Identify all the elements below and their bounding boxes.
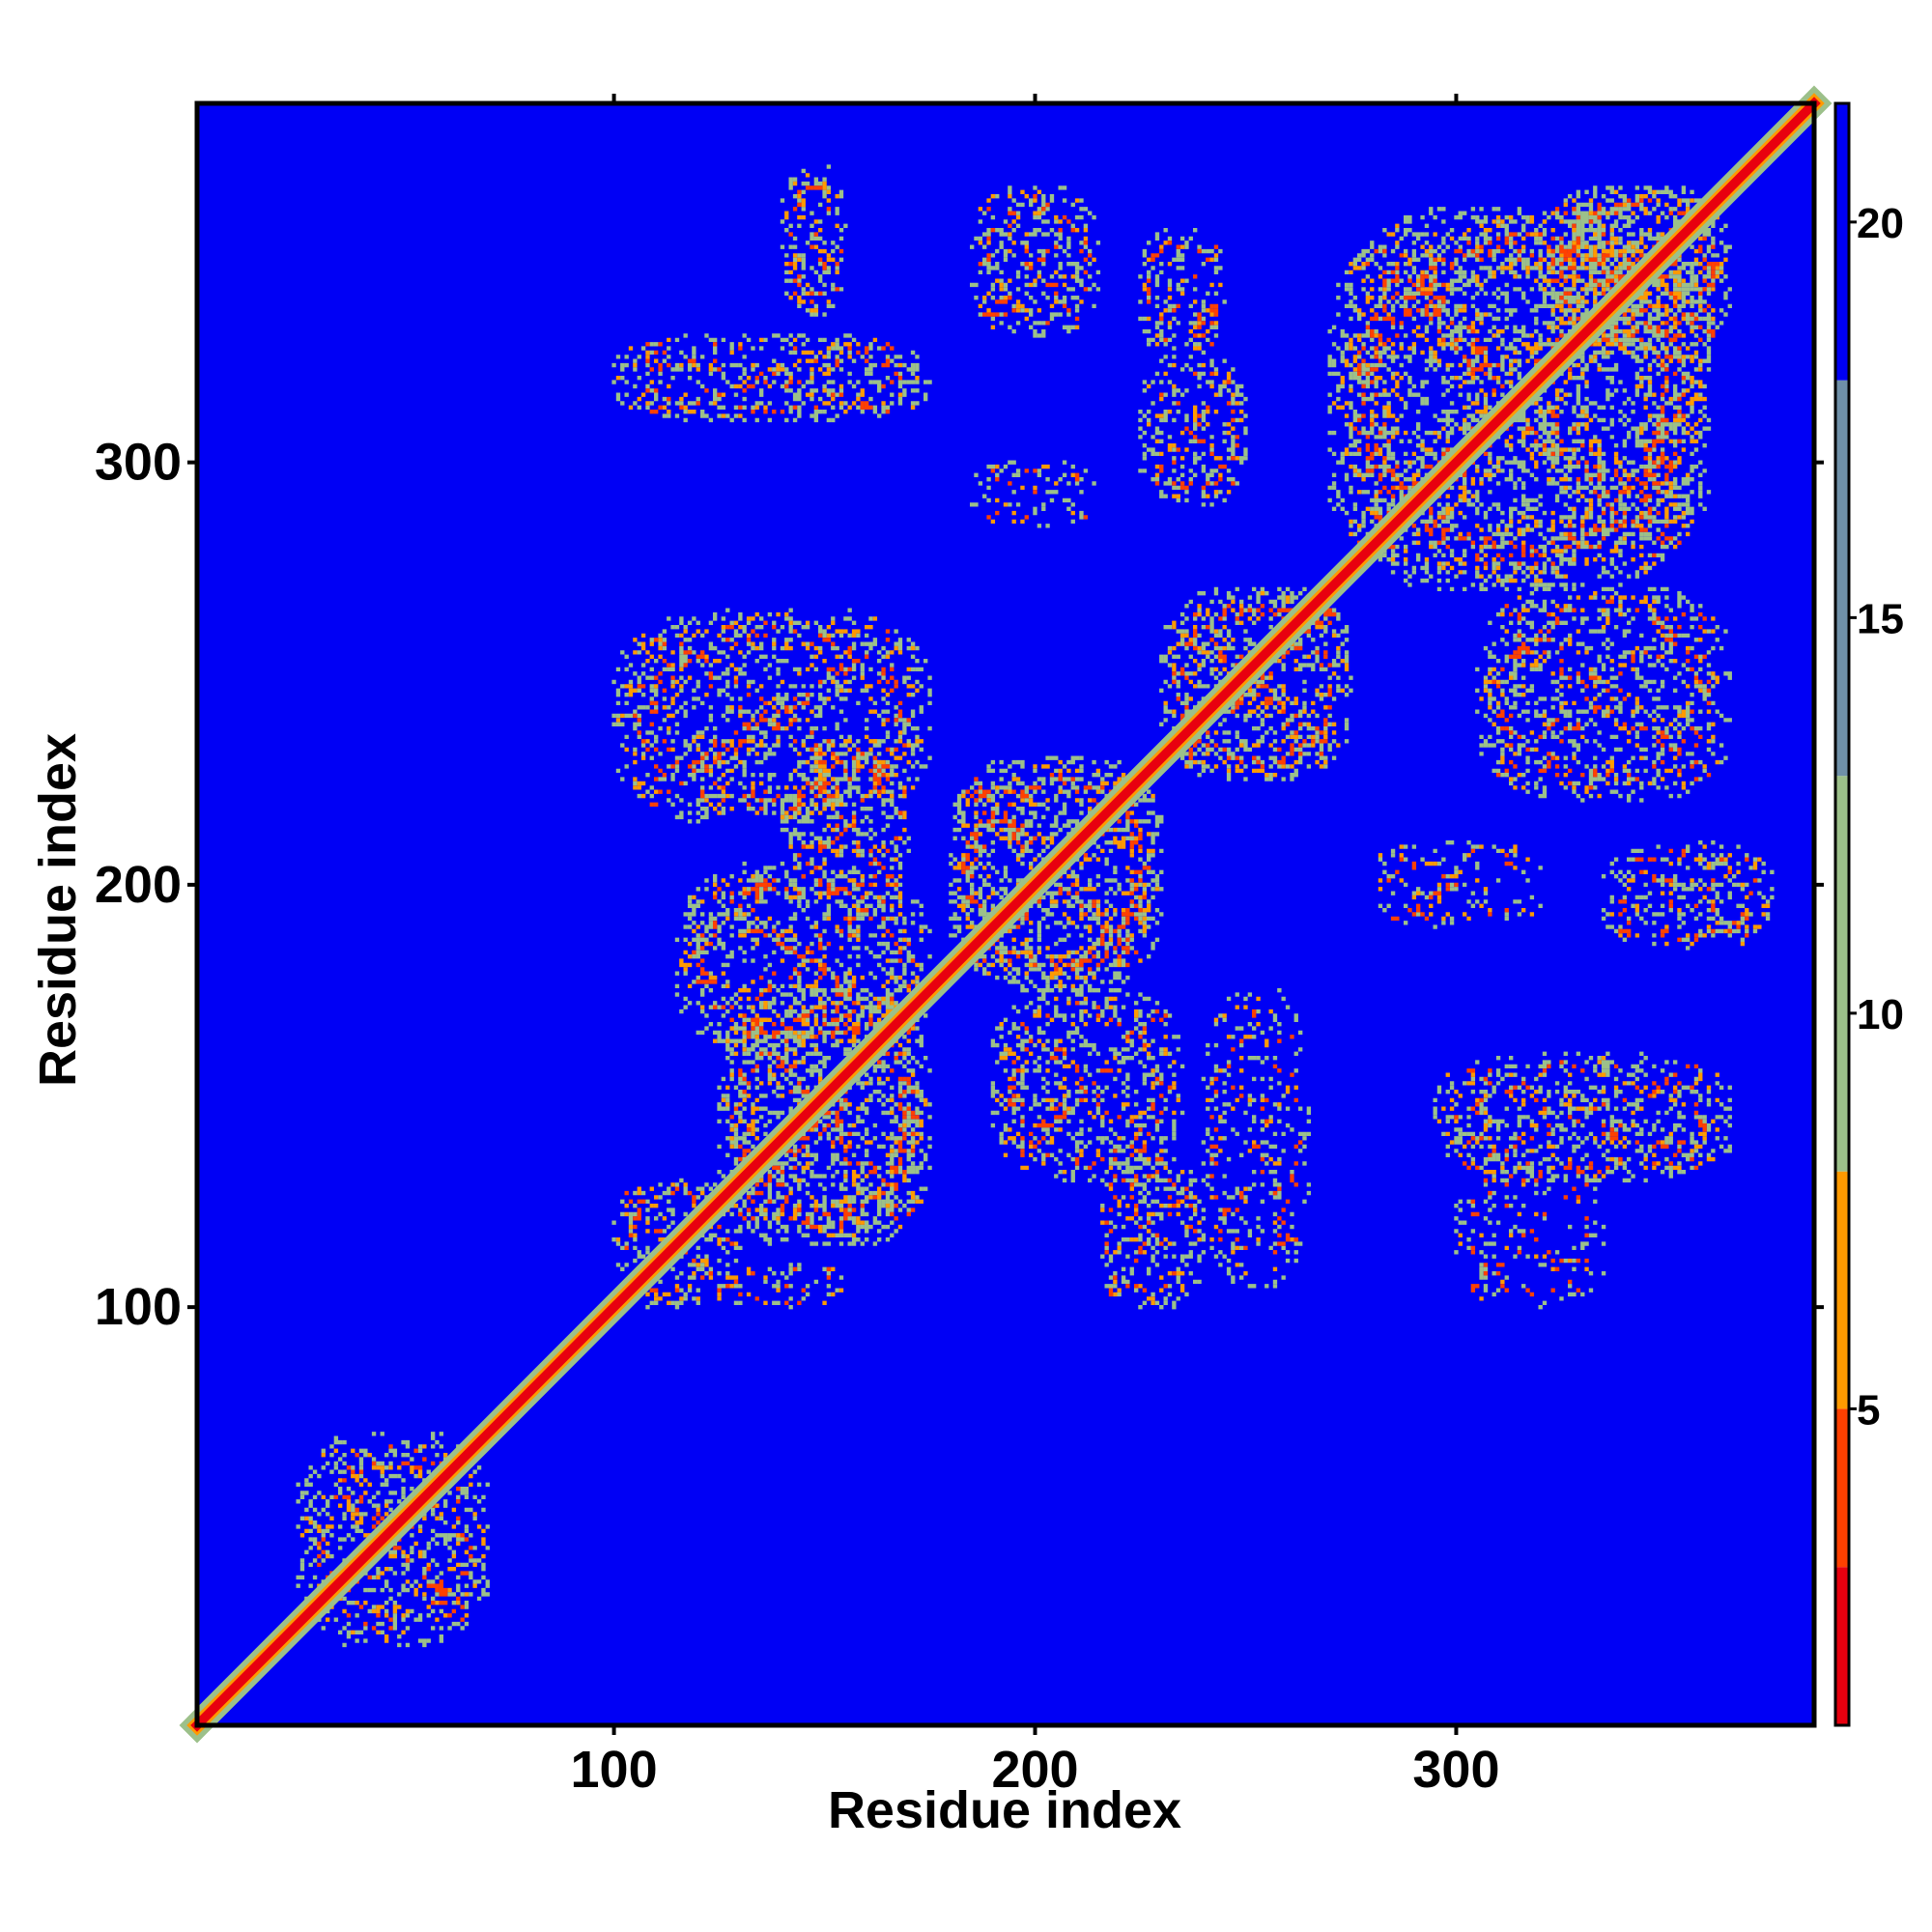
x-tick-label: 100 [571, 1741, 658, 1799]
colorbar-segment [1835, 1171, 1849, 1409]
diagonal-band [179, 85, 1833, 1744]
y-tick-label: 300 [95, 434, 182, 492]
colorbar-segment [1835, 776, 1849, 1172]
colorbar-segment [1835, 103, 1849, 381]
y-axis-title: Residue index [29, 733, 87, 1087]
plot-frame [194, 100, 1817, 1728]
colorbar-frame [1833, 101, 1851, 1727]
heatmap-area [179, 85, 1833, 1744]
y-tick-label: 200 [95, 856, 182, 914]
x-axis-title: Residue index [828, 1781, 1181, 1839]
y-tick-label: 100 [95, 1278, 182, 1336]
colorbar-tick-label: 20 [1857, 200, 1904, 247]
colorbar-segment [1835, 1567, 1849, 1725]
x-tick-label: 200 [991, 1741, 1078, 1799]
diagonal-core [190, 97, 1821, 1732]
colorbar-segment [1835, 1408, 1849, 1568]
colorbar-segment [1835, 380, 1849, 777]
colorbar: 5 10 15 20 [1833, 101, 1904, 1727]
x-tick-label: 300 [1412, 1741, 1499, 1799]
colorbar-tick-label: 10 [1857, 991, 1904, 1038]
colorbar-tick-label: 15 [1857, 595, 1904, 642]
axes: 100 200 300 100 200 300 [95, 94, 1824, 1799]
colorbar-tick-label: 5 [1857, 1386, 1880, 1434]
